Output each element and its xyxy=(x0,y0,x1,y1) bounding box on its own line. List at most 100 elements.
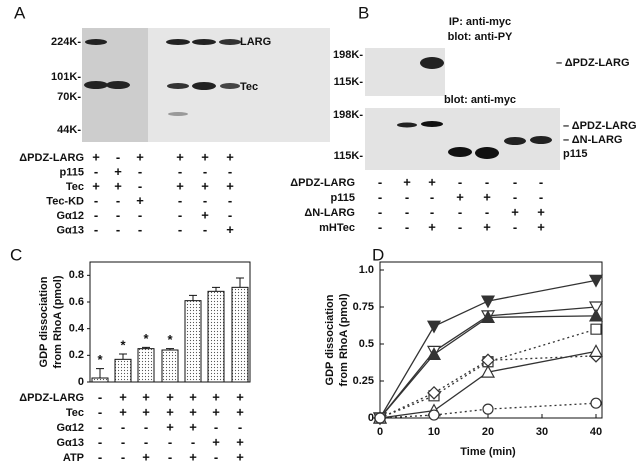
sign: + xyxy=(166,404,174,419)
row-label: ΔPDZ-LARG xyxy=(290,177,355,189)
sign: + xyxy=(142,404,150,419)
y-tick-label: 0.75 xyxy=(353,301,374,313)
series-line xyxy=(379,355,597,419)
bar xyxy=(207,290,225,383)
sign: + xyxy=(114,164,122,179)
sign: - xyxy=(98,389,102,404)
row-label: Gα13 xyxy=(56,224,84,236)
sign: + xyxy=(212,404,220,419)
sign: - xyxy=(458,219,462,234)
data-point xyxy=(480,364,496,378)
sign: + xyxy=(189,419,197,434)
x-tick-label: 0 xyxy=(377,426,383,438)
mw-marker: 198K- xyxy=(333,49,363,61)
sign: - xyxy=(94,222,98,237)
sign: - xyxy=(214,449,218,464)
sign: - xyxy=(203,222,207,237)
sign: - xyxy=(121,434,125,449)
data-point xyxy=(427,385,441,400)
sign: + xyxy=(142,449,150,464)
panel-label: A xyxy=(14,3,26,22)
blot-caption: IP: anti-myc xyxy=(449,16,511,28)
mw-marker: 224K- xyxy=(51,36,81,48)
row-label: ΔPDZ-LARG xyxy=(19,392,84,404)
x-tick-label: 20 xyxy=(482,426,494,438)
row-label: ΔPDZ-LARG xyxy=(19,152,84,164)
series-line xyxy=(379,306,597,419)
y-tick-label: 1.0 xyxy=(359,264,374,276)
x-tick-label: 40 xyxy=(590,426,602,438)
plot-frame-d xyxy=(379,261,603,419)
sign: + xyxy=(176,178,184,193)
sign: + xyxy=(142,389,150,404)
sign: + xyxy=(236,404,244,419)
sign: - xyxy=(203,193,207,208)
sign: - xyxy=(405,189,409,204)
sign: + xyxy=(212,389,220,404)
data-point xyxy=(590,397,602,409)
sign: + xyxy=(114,178,122,193)
data-point xyxy=(480,295,496,309)
sign: + xyxy=(201,178,209,193)
sign: - xyxy=(228,193,232,208)
data-point xyxy=(588,274,604,288)
band-label: p115 xyxy=(563,148,587,160)
sign: - xyxy=(214,419,218,434)
error-bar xyxy=(166,348,174,350)
sign: + xyxy=(226,149,234,164)
y-tick-label: 0 xyxy=(78,376,84,388)
error-bar xyxy=(119,353,127,360)
y-tick-label: 0 xyxy=(368,412,374,424)
sign: - xyxy=(94,207,98,222)
row-label: Gα13 xyxy=(56,437,84,449)
data-point xyxy=(590,323,602,335)
sign: - xyxy=(513,174,517,189)
sign: + xyxy=(403,174,411,189)
sign: - xyxy=(116,149,120,164)
bar xyxy=(184,300,202,383)
row-label: Tec xyxy=(66,181,84,193)
series-line xyxy=(379,402,597,419)
y-axis-label: from RhoA (pmol) xyxy=(338,293,350,386)
mw-marker: 115K- xyxy=(334,150,364,162)
data-point xyxy=(482,403,494,415)
y-tick-label: 0.5 xyxy=(359,338,374,350)
sign: - xyxy=(116,193,120,208)
sign: + xyxy=(189,389,197,404)
mw-marker: 198K- xyxy=(333,109,363,121)
sign: - xyxy=(430,189,434,204)
row-label: p115 xyxy=(60,166,84,178)
y-tick-label: 0.25 xyxy=(353,375,374,387)
data-point xyxy=(480,310,496,323)
sign: - xyxy=(94,164,98,179)
bar xyxy=(137,348,155,383)
sign: - xyxy=(458,174,462,189)
sign: - xyxy=(138,207,142,222)
error-bar xyxy=(189,294,197,301)
annotation: * xyxy=(120,337,126,352)
sign: + xyxy=(511,204,519,219)
x-tick-label: 10 xyxy=(428,426,440,438)
sign: - xyxy=(485,174,489,189)
row-label: p115 xyxy=(331,192,355,204)
sign: - xyxy=(121,419,125,434)
sign: + xyxy=(212,434,220,449)
y-tick-label: 0.6 xyxy=(69,296,84,308)
sign: - xyxy=(178,222,182,237)
sign: - xyxy=(116,222,120,237)
band-label: LARG xyxy=(240,36,271,48)
sign: - xyxy=(378,219,382,234)
error-bar xyxy=(142,346,150,349)
annotation: * xyxy=(97,352,103,367)
sign: - xyxy=(430,204,434,219)
y-tick-label: 0.2 xyxy=(69,349,84,361)
sign: - xyxy=(405,219,409,234)
sign: - xyxy=(539,174,543,189)
bar xyxy=(231,286,249,383)
sign: + xyxy=(226,222,234,237)
data-point xyxy=(428,409,440,421)
y-axis-label: GDP dissociation xyxy=(324,294,336,385)
band-label: – ΔN-LARG xyxy=(563,134,622,146)
mw-marker: 70K- xyxy=(57,91,81,103)
y-axis-label: GDP dissociation xyxy=(38,276,50,367)
